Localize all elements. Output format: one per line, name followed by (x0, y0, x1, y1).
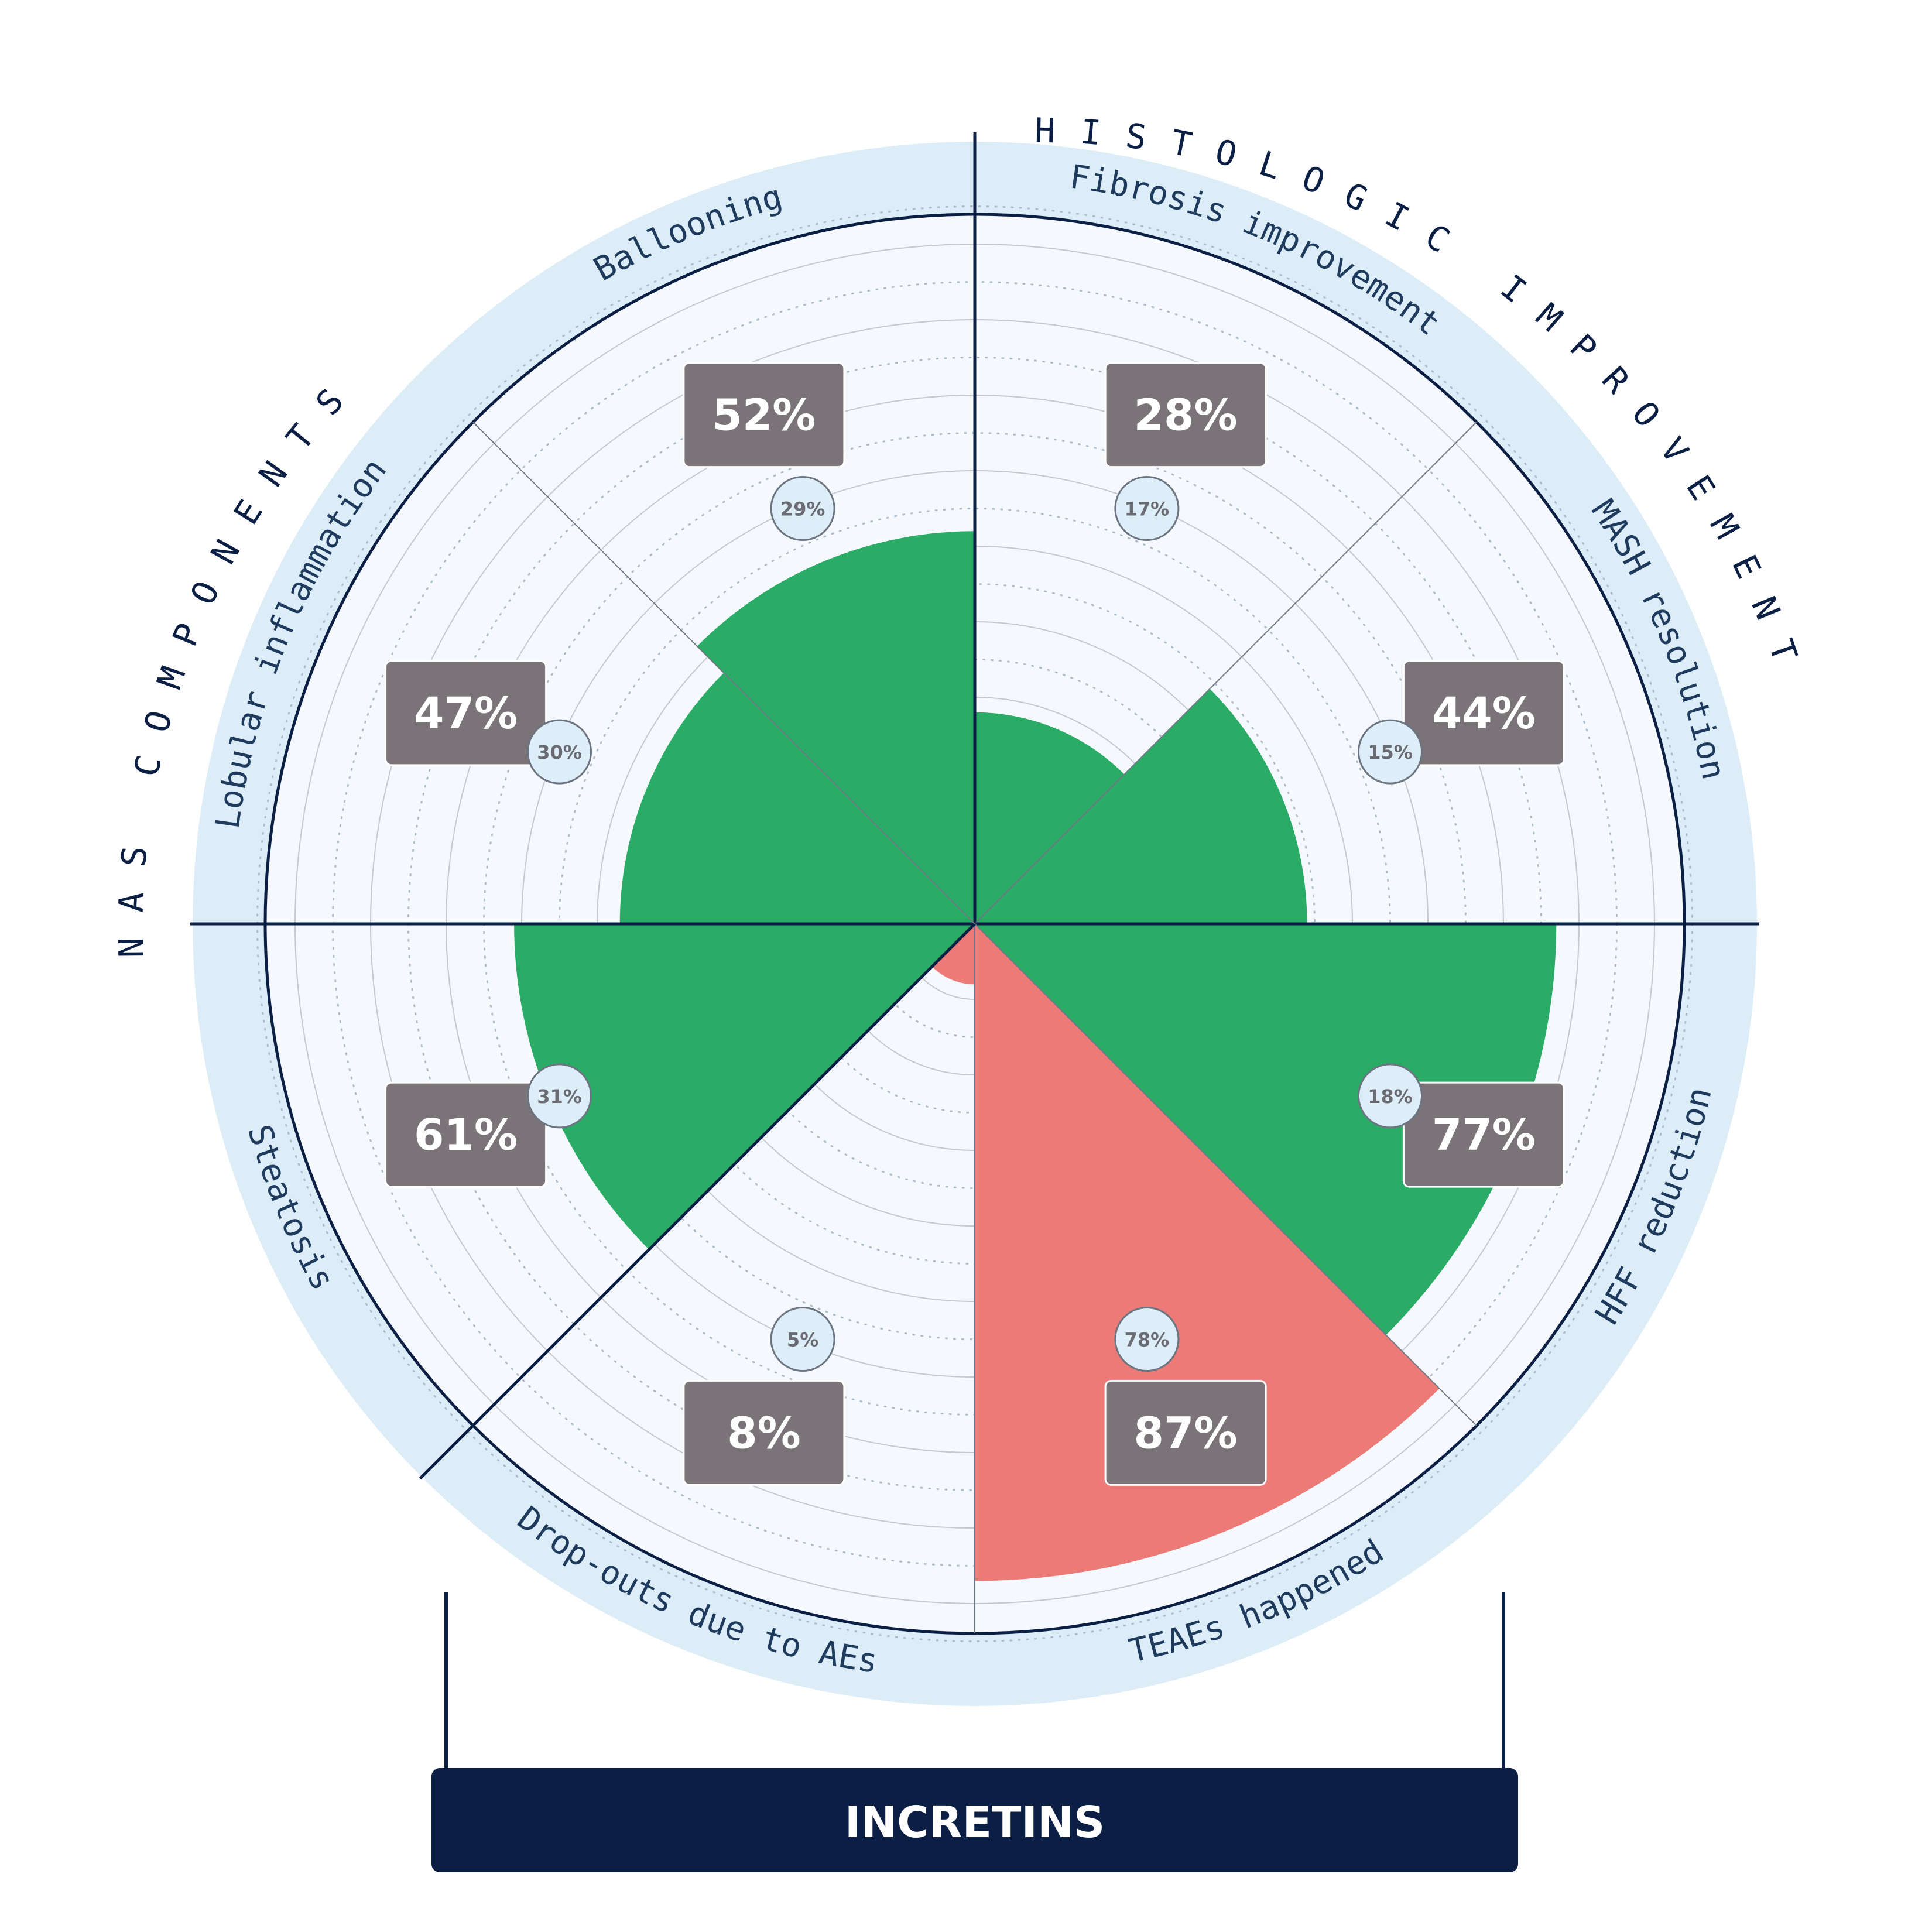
footer-label: INCRETINS (845, 1797, 1105, 1848)
placebo-label-mash-resolution: 15% (1368, 741, 1413, 763)
placebo-badge-teaes-happened (1114, 1307, 1180, 1372)
wedge-teaes-happened (975, 924, 1440, 1581)
value-box-ballooning (683, 362, 845, 468)
placebo-badge-steatosis (527, 1063, 592, 1129)
wedge-steatosis (514, 924, 975, 1250)
placebo-badges: 17% 15% 18% 78% 5% 31% 30% 29% (527, 476, 1423, 1372)
sector-divider (419, 923, 976, 1480)
placebo-badge-hff-reduction (1358, 1063, 1423, 1129)
value-label-drop-outs-due-to-aes: 8% (727, 1408, 801, 1458)
footer-banner (431, 1768, 1518, 1872)
value-label-fibrosis-improvement: 28% (1134, 390, 1238, 441)
placebo-label-drop-outs-due-to-aes: 5% (787, 1329, 818, 1351)
wedge-mash-resolution (975, 688, 1307, 924)
placebo-label-ballooning: 29% (780, 498, 825, 520)
value-label-ballooning: 52% (712, 390, 816, 441)
placebo-label-fibrosis-improvement: 17% (1125, 498, 1170, 520)
wedge-hff-reduction (975, 924, 1557, 1335)
placebo-badge-fibrosis-improvement (1114, 476, 1180, 541)
value-labels: 28% 44% 77% 87% 8% 61% 47% 52% (385, 362, 1565, 1486)
value-box-fibrosis-improvement (1104, 362, 1267, 468)
placebo-label-teaes-happened: 78% (1125, 1329, 1170, 1351)
data-wedges (514, 531, 1557, 1581)
placebo-label-lobular-inflammation: 30% (537, 741, 582, 763)
placebo-badge-mash-resolution (1358, 719, 1423, 785)
value-label-lobular-inflammation: 47% (414, 688, 518, 739)
wedge-fibrosis-improvement (975, 712, 1125, 924)
placebo-badge-drop-outs-due-to-aes (770, 1307, 835, 1372)
value-label-hff-reduction: 77% (1432, 1110, 1536, 1160)
value-label-steatosis: 61% (414, 1110, 518, 1160)
placebo-badge-ballooning (770, 476, 835, 541)
wedge-lobular-inflammation (619, 673, 975, 924)
sector-divider (974, 422, 1477, 924)
sector-divider (974, 923, 1477, 1426)
value-box-steatosis (385, 1081, 547, 1188)
placebo-label-steatosis: 31% (537, 1085, 582, 1108)
value-label-teaes-happened: 87% (1134, 1408, 1238, 1458)
value-label-mash-resolution: 44% (1432, 688, 1536, 739)
sector-divider (472, 422, 975, 924)
value-box-drop-outs-due-to-aes (683, 1379, 845, 1486)
value-box-hff-reduction (1402, 1081, 1565, 1188)
value-box-mash-resolution (1402, 660, 1565, 766)
footer-bracket: INCRETINS (431, 1592, 1518, 1872)
wedge-ballooning (697, 531, 975, 924)
placebo-badge-lobular-inflammation (527, 719, 592, 785)
sector-separators (190, 132, 1759, 1633)
placebo-label-hff-reduction: 18% (1368, 1085, 1413, 1108)
value-box-lobular-inflammation (385, 660, 547, 766)
wedge-drop-outs-due-to-aes (932, 924, 975, 985)
value-box-teaes-happened (1104, 1379, 1267, 1486)
